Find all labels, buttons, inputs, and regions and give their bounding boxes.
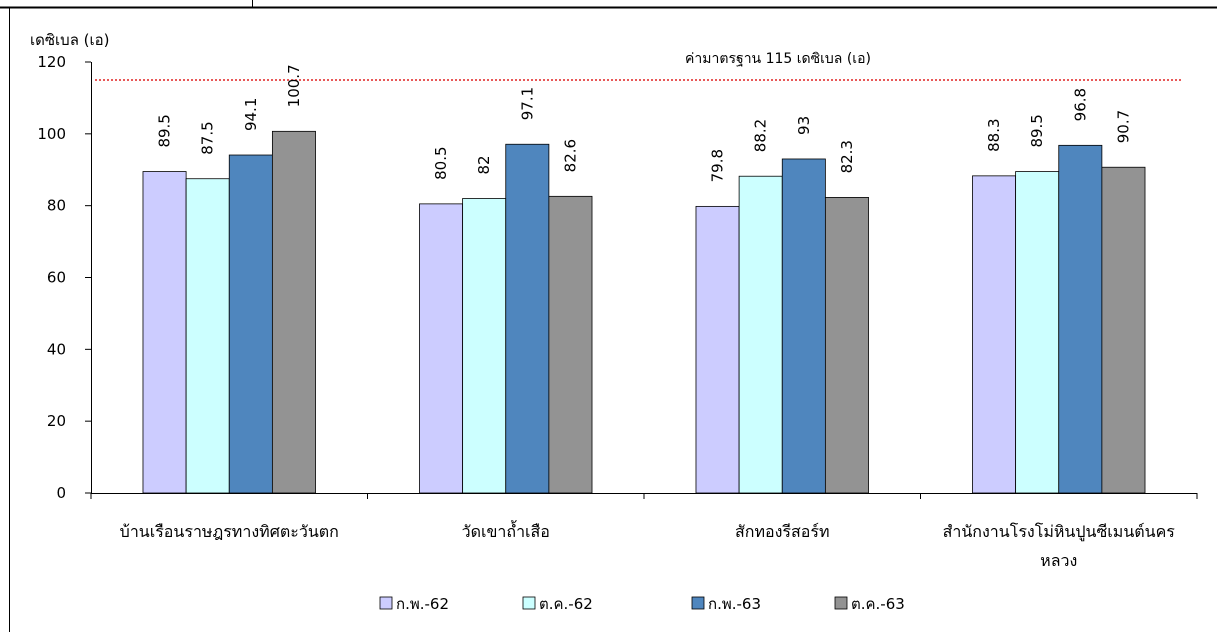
- legend-swatch: [691, 596, 705, 610]
- y-tick-label: 60: [47, 269, 66, 287]
- data-label: 96.8: [1071, 88, 1089, 121]
- category-label: หลวง: [1040, 551, 1077, 570]
- bar: [462, 198, 507, 494]
- data-label: 94.1: [242, 98, 260, 131]
- legend-swatch: [379, 596, 393, 610]
- bar: [738, 175, 783, 494]
- y-tick-label: 40: [47, 340, 66, 358]
- y-tick-label: 20: [47, 412, 66, 430]
- bar: [271, 130, 316, 494]
- bar: [142, 171, 187, 494]
- data-label: 100.7: [285, 64, 303, 107]
- bar: [548, 195, 593, 494]
- y-axis: 0 20 40 60 80 100 120: [37, 53, 92, 502]
- category-labels-group: บ้านเรือนราษฎรทางทิศตะวันตก วัดเขาถ้ำเสือ…: [120, 520, 1176, 570]
- data-label: 82.3: [838, 140, 856, 173]
- reference-line-label: ค่ามาตรฐาน 115 เดซิเบล (เอ): [685, 51, 871, 67]
- legend-label: ต.ค.-63: [851, 595, 905, 613]
- data-label: 82.6: [561, 139, 579, 172]
- legend-label: ก.พ.-62: [396, 595, 449, 613]
- legend-label: ก.พ.-63: [708, 595, 761, 613]
- bar: [972, 175, 1017, 494]
- bar: [1058, 144, 1103, 494]
- data-label: 82: [475, 155, 493, 174]
- bar: [419, 203, 464, 494]
- data-label: 90.7: [1114, 110, 1132, 143]
- data-label: 79.8: [709, 149, 727, 182]
- data-label: 89.5: [1028, 114, 1046, 147]
- bar: [228, 154, 273, 494]
- data-label: 87.5: [199, 121, 217, 154]
- legend-swatch: [834, 596, 848, 610]
- data-label: 88.3: [985, 118, 1003, 151]
- bar: [1101, 166, 1146, 494]
- x-axis: [90, 493, 1198, 499]
- bar: [505, 143, 550, 494]
- category-label: สำนักงานโรงโม่หินปูนซีเมนต์นคร: [943, 522, 1176, 542]
- category-label: สักทองรีสอร์ท: [735, 522, 830, 541]
- bar: [781, 158, 826, 494]
- data-labels-group: 89.5 87.5 94.1 100.7 80.5 82 97.1 82.6 79.8 88.2 9…: [156, 64, 1133, 182]
- data-label: 89.5: [156, 114, 174, 147]
- bar: [695, 205, 740, 494]
- legend-label: ต.ค.-62: [539, 595, 593, 613]
- data-label: 97.1: [518, 87, 536, 120]
- y-tick-label: 80: [47, 197, 66, 215]
- y-tick-label: 120: [37, 53, 66, 71]
- data-label: 80.5: [432, 146, 450, 179]
- data-label: 93: [795, 116, 813, 135]
- category-label: วัดเขาถ้ำเสือ: [462, 520, 550, 541]
- bar: [824, 197, 869, 494]
- bars-group: [142, 130, 1146, 494]
- y-tick-label: 0: [56, 484, 66, 502]
- legend: ก.พ.-62 ต.ค.-62 ก.พ.-63 ต.ค.-63: [379, 595, 905, 613]
- data-label: 88.2: [752, 119, 770, 152]
- bar: [1015, 171, 1060, 494]
- legend-swatch: [522, 596, 536, 610]
- y-tick-label: 100: [37, 125, 66, 143]
- category-label: บ้านเรือนราษฎรทางทิศตะวันตก: [120, 522, 339, 541]
- bar: [185, 178, 230, 494]
- y-axis-unit-label: เดซิเบล (เอ): [30, 31, 110, 49]
